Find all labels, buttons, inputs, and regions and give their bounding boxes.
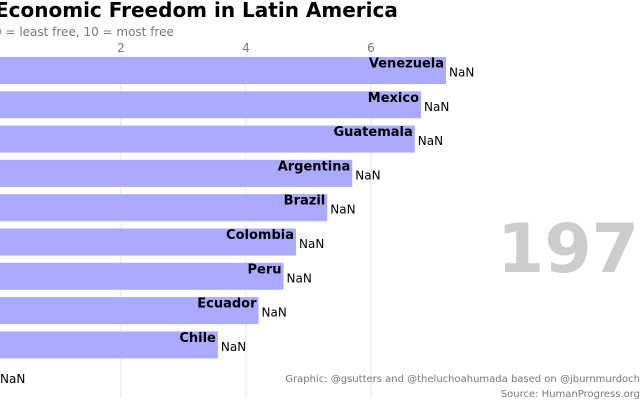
value-label-empty: NaN <box>0 372 25 386</box>
bar-label-ecuador: Ecuador <box>197 297 257 312</box>
bar-colombia <box>0 228 296 256</box>
bar-label-colombia: Colombia <box>226 228 294 243</box>
value-label-colombia: NaN <box>299 237 324 251</box>
bar-label-guatemala: Guatemala <box>333 125 412 140</box>
value-label-brazil: NaN <box>330 203 355 217</box>
chart-subtitle: 0 = least free, 10 = most free <box>0 25 174 39</box>
year-label: 1970 <box>497 210 640 289</box>
bar-label-chile: Chile <box>179 331 216 346</box>
x-tick-label-6: 6 <box>367 41 375 55</box>
value-label-guatemala: NaN <box>418 134 443 148</box>
value-label-peru: NaN <box>287 271 312 285</box>
bar-peru <box>0 262 284 290</box>
bars: Venezuela NaN Mexico NaN Guatemala NaN Argenti… <box>0 57 474 386</box>
bar-argentina <box>0 159 353 187</box>
x-tick-label-2: 2 <box>117 41 125 55</box>
bar-label-brazil: Brazil <box>284 194 326 209</box>
x-axis-ticks: 0246 <box>117 41 375 55</box>
bar-venezuela <box>0 57 446 84</box>
bar-mexico <box>0 91 421 119</box>
value-label-mexico: NaN <box>424 100 449 114</box>
value-label-ecuador: NaN <box>262 306 287 320</box>
bar-label-peru: Peru <box>247 262 281 277</box>
value-label-chile: NaN <box>221 340 246 354</box>
bar-label-mexico: Mexico <box>368 91 419 106</box>
source-label: Source: HumanProgress.org <box>501 389 640 400</box>
value-label-venezuela: NaN <box>449 66 474 80</box>
chart-title: Economic Freedom in Latin America <box>0 0 398 22</box>
bar-label-argentina: Argentina <box>278 159 351 174</box>
bar-brazil <box>0 194 328 222</box>
bar-label-venezuela: Venezuela <box>369 57 444 72</box>
bar-chile <box>0 331 218 359</box>
value-label-argentina: NaN <box>355 168 380 182</box>
credit-label: Graphic: @gsutters and @theluchoahumada … <box>285 374 640 385</box>
bar-ecuador <box>0 297 259 325</box>
x-tick-label-4: 4 <box>242 41 250 55</box>
bar-guatemala <box>0 125 415 153</box>
